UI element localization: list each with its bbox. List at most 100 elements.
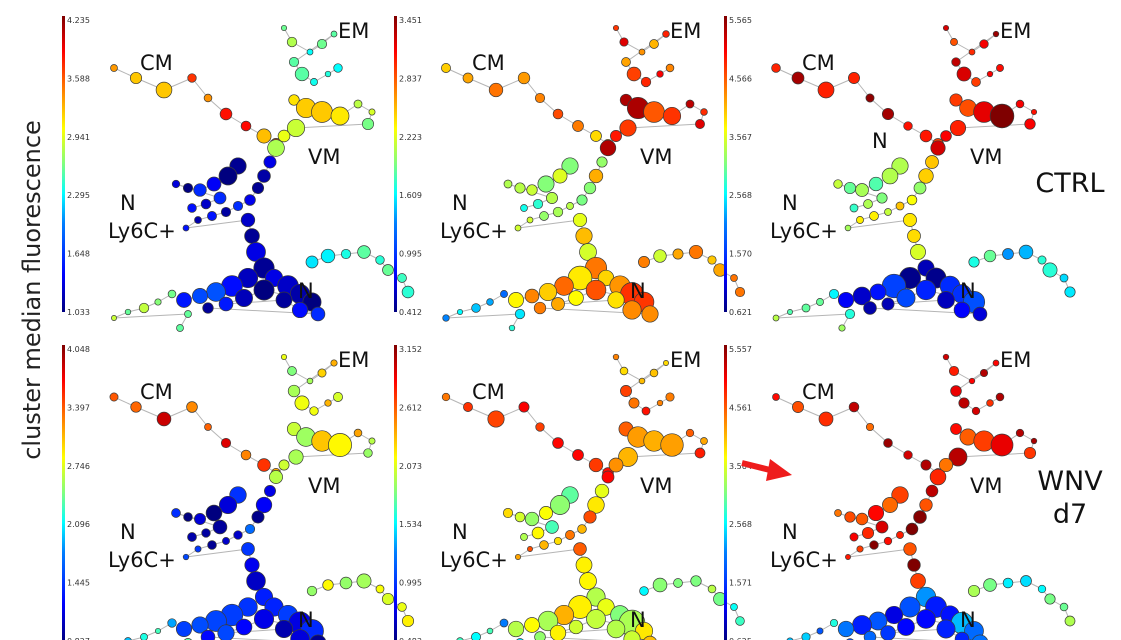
cluster-node: [241, 542, 255, 556]
panel-wnv-2: 3.152 2.612 2.073 1.534 0.995 0.483 CM EM VM N Ly6…: [394, 345, 745, 640]
cluster-node: [1030, 437, 1038, 445]
cluster-node: [882, 497, 898, 513]
cluster-node: [844, 224, 852, 232]
cluster-node: [906, 194, 918, 206]
cluster-node: [240, 212, 256, 228]
cluster-node: [1042, 262, 1058, 278]
cluster-node: [240, 120, 252, 132]
cluster-node: [622, 300, 642, 320]
cluster-node: [568, 619, 584, 635]
colorbar-tick-label: 2.223: [399, 133, 422, 142]
region-label-vm: VM: [640, 145, 672, 169]
cluster-node: [274, 619, 294, 639]
region-label-n2: N: [630, 608, 646, 632]
cluster-node: [310, 78, 318, 86]
cluster-node: [833, 179, 843, 189]
cluster-node: [187, 73, 197, 83]
cluster-node: [838, 324, 846, 332]
cluster-node: [861, 526, 875, 540]
cluster-node: [552, 108, 564, 120]
panel-ctrl-2: 3.451 2.837 2.223 1.609 0.995 0.412 CM EM VM N Ly6…: [394, 16, 746, 332]
cluster-node: [848, 72, 860, 84]
cluster-node: [612, 353, 620, 361]
cluster-node: [129, 71, 143, 85]
cluster-node: [583, 181, 597, 195]
region-label-n1: N: [120, 191, 136, 215]
cluster-node: [896, 531, 904, 539]
cluster-node: [539, 211, 549, 221]
cluster-node: [203, 93, 213, 103]
cluster-node: [949, 93, 963, 107]
cluster-node: [801, 632, 811, 640]
cluster-node: [533, 301, 547, 315]
cluster-node: [1059, 273, 1069, 283]
panel-grid: 4.235 3.588 2.941 2.295 1.648 1.033 CM EM VM N Ly6…: [62, 16, 1076, 640]
cluster-node: [288, 449, 304, 465]
cluster-node: [572, 120, 584, 132]
cluster-node: [884, 605, 904, 625]
cluster-node: [401, 614, 415, 628]
panel-wnv-1: 4.048 3.397 2.746 2.096 1.445 0.827 CM EM VM N Ly6…: [62, 345, 415, 640]
cluster-node: [187, 203, 197, 213]
cluster-node: [213, 191, 227, 205]
cluster-node: [925, 484, 939, 498]
cluster-node: [940, 130, 952, 142]
cluster-node: [907, 558, 921, 572]
cluster-node: [929, 468, 947, 486]
tree-edge: [557, 299, 617, 305]
tree-edge: [185, 219, 249, 229]
cluster-node: [1064, 286, 1076, 298]
cluster-node: [353, 428, 363, 438]
cluster-node: [619, 366, 629, 376]
cluster-node: [275, 291, 293, 309]
panel-ctrl-3: 5.565 4.566 3.567 2.568 1.570 0.621 CM EM VM N Ly6…: [724, 16, 1076, 332]
cluster-node: [176, 292, 192, 308]
cluster-node: [182, 182, 194, 194]
cluster-node: [191, 616, 209, 634]
cluster-node: [590, 130, 602, 142]
cluster-node: [267, 139, 285, 157]
cluster-node: [524, 288, 540, 304]
colorbar-tick-label: 2.612: [399, 403, 422, 412]
cluster-node: [818, 411, 834, 427]
cluster-node: [205, 504, 223, 522]
row-label-wnv-line1: WNV: [1037, 466, 1103, 497]
cluster-node: [294, 66, 310, 82]
tree-nodes: [441, 24, 746, 332]
cluster-node: [694, 447, 706, 459]
cluster-node: [552, 168, 568, 184]
cluster-node: [534, 92, 546, 104]
cluster-node: [368, 437, 376, 445]
y-axis-label: cluster median fluorescence: [18, 120, 46, 460]
cluster-node: [306, 377, 314, 385]
cluster-node: [277, 129, 291, 143]
cluster-node: [316, 38, 328, 50]
cluster-node: [968, 256, 980, 268]
cluster-node: [306, 48, 314, 56]
cluster-node: [938, 457, 954, 473]
cluster-node: [903, 542, 917, 556]
cluster-node: [255, 496, 273, 514]
cluster-node: [1059, 602, 1069, 612]
region-label-em: EM: [1000, 348, 1031, 372]
cluster-node: [1044, 593, 1056, 605]
cluster-node: [566, 202, 574, 210]
cluster-node: [576, 194, 588, 206]
cluster-node: [317, 368, 327, 378]
cluster-node: [257, 458, 271, 472]
colorbar-tick-label: 4.566: [729, 74, 752, 83]
cluster-node: [514, 553, 522, 561]
cluster-node: [200, 198, 212, 210]
cluster-node: [140, 633, 148, 640]
region-label-n2: N: [298, 279, 314, 303]
cluster-node: [707, 584, 717, 594]
region-label-n2: N: [960, 279, 976, 303]
tree-edge: [625, 33, 667, 63]
cluster-node: [232, 200, 244, 212]
tree-edge: [293, 33, 335, 63]
cluster-node: [869, 540, 879, 550]
colorbar-tick-label: 3.397: [67, 403, 90, 412]
cluster-node: [194, 513, 206, 525]
cluster-node: [628, 397, 640, 409]
cluster-node: [280, 353, 288, 361]
